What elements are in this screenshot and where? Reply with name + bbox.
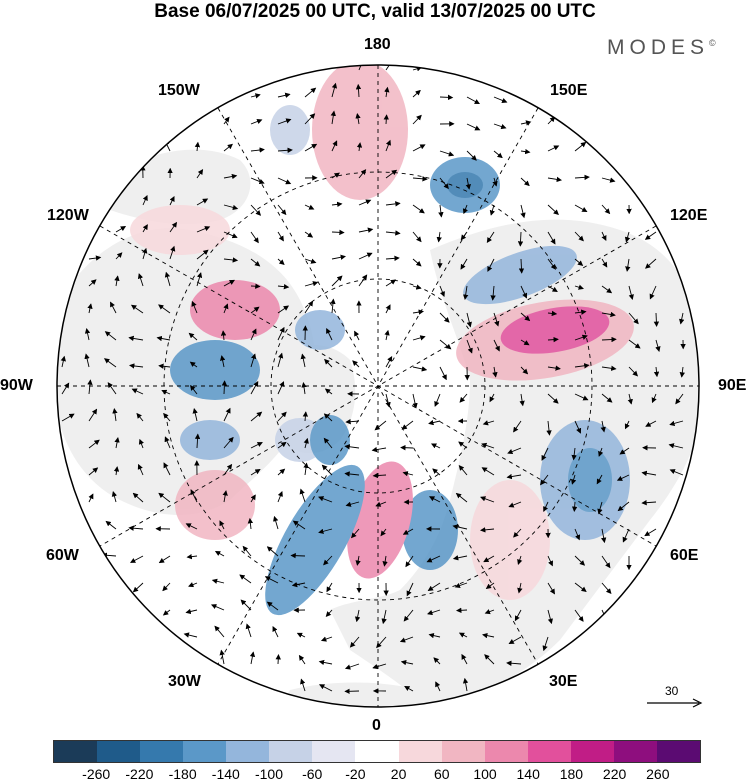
lon-label-60e: 60E bbox=[670, 547, 698, 565]
colorbar-tick-label: -100 bbox=[255, 766, 283, 782]
wind-vector bbox=[457, 610, 467, 611]
lon-label-150w: 150W bbox=[158, 82, 200, 100]
colorbar-swatch bbox=[355, 741, 398, 762]
colorbar-swatch bbox=[226, 741, 269, 762]
colorbar-swatch bbox=[399, 741, 442, 762]
reference-vector-arrow-icon bbox=[645, 696, 705, 710]
wind-vector bbox=[291, 556, 305, 557]
lon-label-120e: 120E bbox=[670, 207, 707, 225]
colorbar-tick-label: 60 bbox=[434, 766, 450, 782]
colorbar-swatch bbox=[97, 741, 140, 762]
lon-label-180: 180 bbox=[364, 36, 391, 54]
colorbar-swatch bbox=[269, 741, 312, 762]
polar-map[interactable] bbox=[0, 0, 750, 740]
lon-label-0: 0 bbox=[372, 717, 381, 735]
colorbar-swatch bbox=[312, 741, 355, 762]
colorbar-tick-label: 140 bbox=[517, 766, 540, 782]
colorbar-swatch bbox=[614, 741, 657, 762]
colorbar-swatch bbox=[571, 741, 614, 762]
wind-vector bbox=[224, 381, 225, 394]
lon-label-30e: 30E bbox=[549, 673, 577, 691]
colorbar-tick-label: -60 bbox=[302, 766, 322, 782]
wind-vector bbox=[401, 448, 413, 449]
colorbar-swatch bbox=[528, 741, 571, 762]
colorbar-tick-label: -140 bbox=[212, 766, 240, 782]
lon-label-30w: 30W bbox=[168, 673, 201, 691]
colorbar-tick-label: -20 bbox=[345, 766, 365, 782]
wind-vector bbox=[440, 97, 452, 98]
colorbar-tick-label: -180 bbox=[169, 766, 197, 782]
colorbar-tick-label: 260 bbox=[646, 766, 669, 782]
colorbar-tick-labels: -260 -220 -180 -140 -100 -60 -20 20 60 100 140 180 2… bbox=[0, 766, 750, 784]
colorbar-tick-label: 20 bbox=[391, 766, 407, 782]
lon-label-150e: 150E bbox=[550, 82, 587, 100]
wind-vector bbox=[656, 313, 657, 326]
colorbar-swatch bbox=[54, 741, 97, 762]
colorbar-tick-label: -220 bbox=[125, 766, 153, 782]
lon-label-90e: 90E bbox=[718, 377, 746, 395]
colorbar-tick-label: -260 bbox=[82, 766, 110, 782]
lon-label-60w: 60W bbox=[46, 547, 79, 565]
colorbar-swatch bbox=[442, 741, 485, 762]
colorbar-swatch bbox=[183, 741, 226, 762]
wind-vector bbox=[278, 655, 279, 664]
colorbar-tick-label: 220 bbox=[603, 766, 626, 782]
colorbar-tick-label: 100 bbox=[473, 766, 496, 782]
colorbar-swatch bbox=[657, 741, 700, 762]
colorbar bbox=[53, 740, 701, 763]
colorbar-tick-label: 180 bbox=[560, 766, 583, 782]
wind-vector bbox=[332, 232, 344, 233]
colorbar-swatch bbox=[140, 741, 183, 762]
wind-vector bbox=[251, 286, 260, 287]
colorbar-swatch bbox=[485, 741, 528, 762]
lon-label-120w: 120W bbox=[47, 207, 89, 225]
wind-vector bbox=[386, 115, 387, 124]
lon-label-90w: 90W bbox=[0, 377, 33, 395]
